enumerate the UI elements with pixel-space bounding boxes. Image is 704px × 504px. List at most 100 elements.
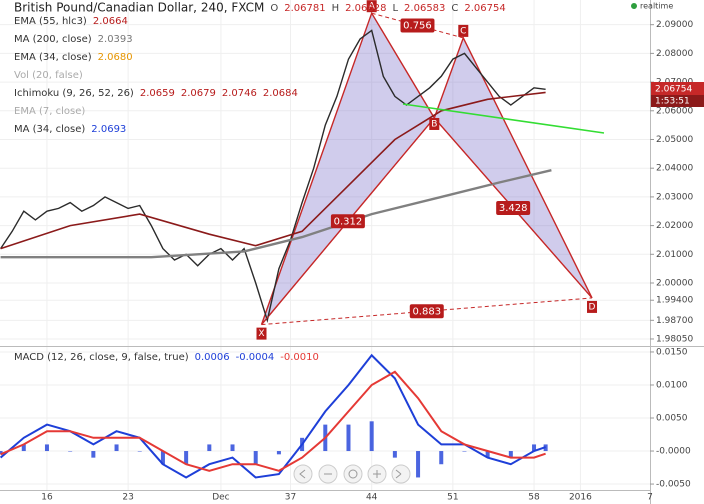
histogram-bar xyxy=(532,444,537,452)
x-tick-label: 7 xyxy=(647,493,653,503)
legend-text: 2.06828 xyxy=(345,3,386,14)
nav-icons xyxy=(299,469,402,479)
legend-text: 2.06781 xyxy=(284,3,325,14)
ratio-line xyxy=(261,297,593,326)
histogram-bar xyxy=(416,451,421,478)
status-dot xyxy=(631,3,637,9)
legend-text: Vol (20, false) xyxy=(14,70,83,81)
histogram-bar xyxy=(462,451,467,452)
histogram-bar xyxy=(253,451,258,465)
point-label: C xyxy=(460,26,466,36)
legend-text: 2.06754 xyxy=(464,3,505,14)
histogram-bar xyxy=(392,451,397,458)
countdown-tag xyxy=(651,95,704,107)
trend-line xyxy=(402,103,605,134)
legend-text: 2.0680 xyxy=(98,52,133,63)
y-tick-label: 2.09000 xyxy=(656,20,693,30)
histogram-bar xyxy=(485,451,490,458)
scroll-left[interactable] xyxy=(293,464,313,484)
legend-text: 2.06583 xyxy=(404,3,445,14)
y-tick-label: 2.00000 xyxy=(656,279,693,289)
histogram-bar xyxy=(346,424,351,452)
histogram-bar xyxy=(160,451,165,465)
histogram-bar xyxy=(207,444,212,452)
ratio-line xyxy=(371,12,464,39)
legend-text: O xyxy=(270,3,278,14)
y-tick-label: 2.06000 xyxy=(656,106,693,116)
x-tick-label: 58 xyxy=(528,493,540,503)
status-text: realtime xyxy=(640,2,673,11)
point-label: A xyxy=(369,2,376,12)
point-box xyxy=(429,117,440,130)
overlay: 0.756 0.312 3.428 0.883 X A B C D xyxy=(256,0,598,340)
legend-text: -0.0004 xyxy=(236,352,275,363)
x-tick-label: 37 xyxy=(285,493,296,503)
price-tag xyxy=(651,82,704,95)
histogram-bar xyxy=(276,451,281,455)
x-tick-label: 51 xyxy=(447,493,458,503)
reset-icon xyxy=(348,469,358,479)
legend-text: 2.0679 xyxy=(181,88,216,99)
legend-text: L xyxy=(392,3,398,14)
histogram-bar xyxy=(137,451,142,452)
histogram-bar xyxy=(44,444,49,452)
y-tick-label: 2.03000 xyxy=(656,192,693,202)
point-box xyxy=(458,24,469,37)
price-line xyxy=(0,91,546,250)
legend-text: 2.0684 xyxy=(263,88,298,99)
y-tick-label: 2.01000 xyxy=(656,250,693,260)
point-box xyxy=(587,300,598,313)
point-label: D xyxy=(589,302,596,312)
legend-text: MA (200, close) xyxy=(14,34,92,45)
histogram-bar xyxy=(21,444,26,452)
y-tick-label: 1.99400 xyxy=(656,296,693,306)
ratio-box xyxy=(409,304,444,319)
grid xyxy=(0,0,650,490)
legend-text: 2.0393 xyxy=(98,34,133,45)
ratio-box xyxy=(330,214,365,229)
ratio-box xyxy=(496,200,531,215)
legend: British Pound/Canadian Dollar, 240, FXCM… xyxy=(14,1,506,364)
y-tick-label: 1.98050 xyxy=(656,334,693,344)
legend-text: MACD (12, 26, close, 9, false, true) xyxy=(14,352,189,363)
legend-text: 2.0664 xyxy=(93,16,128,27)
legend-text: MA (34, close) xyxy=(14,124,85,135)
ratio-label: 3.428 xyxy=(499,203,528,214)
legend-text: EMA (7, close) xyxy=(14,106,85,117)
price-tag-text: 2.06754 xyxy=(655,85,692,95)
x-tick-label: 2016 xyxy=(569,493,592,503)
reset[interactable] xyxy=(343,464,363,484)
y-tick-label: 0.0100 xyxy=(656,380,688,390)
x-tick-label: 16 xyxy=(41,493,53,503)
histogram-bar xyxy=(184,451,189,465)
legend-text: -0.0010 xyxy=(280,352,319,363)
point-box xyxy=(256,327,267,340)
plot xyxy=(0,11,593,479)
legend-text: British Pound/Canadian Dollar, 240, FXCM xyxy=(14,1,264,15)
ratio-label: 0.883 xyxy=(412,306,441,317)
legend-text: 2.0659 xyxy=(140,88,175,99)
x-tick-label: 44 xyxy=(366,493,378,503)
legend-text: 2.0693 xyxy=(91,124,126,135)
y-tick-label: 2.08000 xyxy=(656,49,693,59)
point-label: B xyxy=(431,119,437,129)
macd-line xyxy=(0,370,546,472)
histogram-bar xyxy=(369,421,374,452)
histogram-bar xyxy=(230,444,235,452)
legend-text: Ichimoku (9, 26, 52, 26) xyxy=(14,88,134,99)
y-tick-label: 0.0150 xyxy=(656,347,688,357)
legend-text: EMA (34, close) xyxy=(14,52,92,63)
y-tick-label: 2.02000 xyxy=(656,221,693,231)
histogram-bar xyxy=(439,451,444,465)
x-tick-label: 23 xyxy=(122,493,133,503)
point-label: X xyxy=(258,329,264,339)
y-tick-label: -0.0050 xyxy=(656,480,691,490)
legend-text: H xyxy=(332,3,340,14)
point-box xyxy=(366,0,377,13)
y-tick-label: 1.98700 xyxy=(656,316,693,326)
ratio-label: 0.756 xyxy=(403,21,432,32)
x-tick-label: Dec xyxy=(212,493,229,503)
y-tick-label: 2.05000 xyxy=(656,135,693,145)
